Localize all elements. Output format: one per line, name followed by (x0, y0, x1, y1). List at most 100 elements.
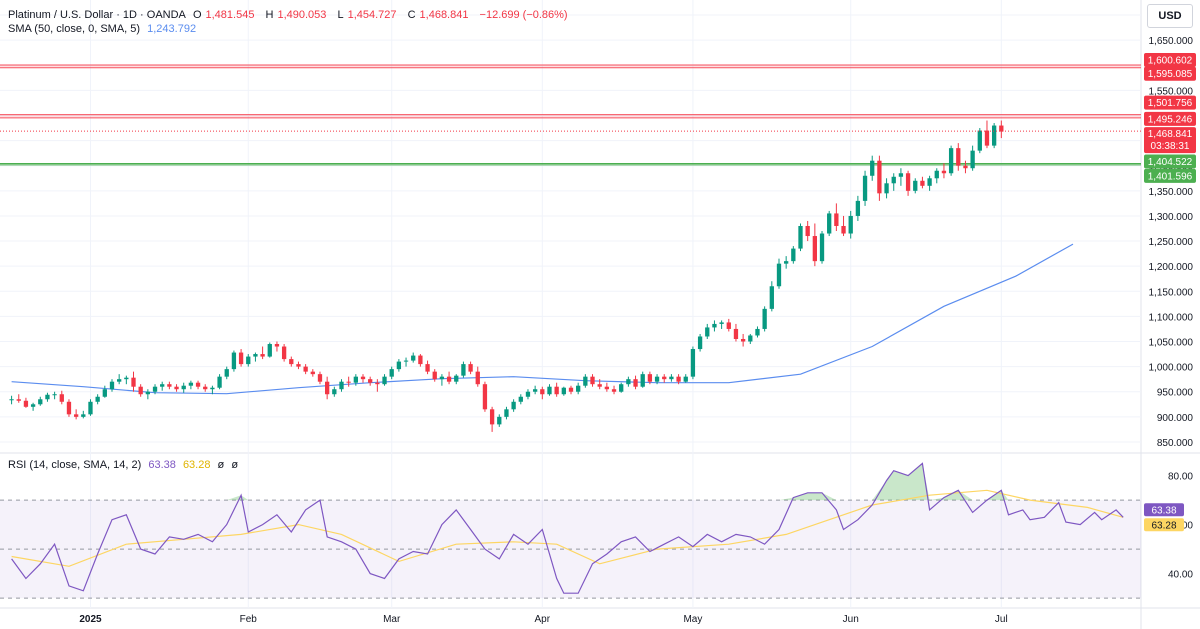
candle-body (66, 401, 72, 415)
candle-body (332, 389, 337, 395)
candle-body (461, 364, 466, 376)
symbol-title[interactable]: Platinum / U.S. Dollar · 1D · OANDA (8, 9, 186, 21)
candle-body (482, 384, 488, 410)
candle-body (956, 148, 961, 166)
level-tag-1404-bg (1144, 154, 1196, 169)
candle-body (403, 360, 409, 362)
sma-value: 1,243.792 (147, 23, 197, 35)
price-tick-label: 950.000 (1157, 388, 1194, 399)
price-tick-label: 1,550.000 (1149, 86, 1194, 97)
level-tag-1401-bg (1144, 168, 1196, 183)
candle-body (891, 176, 896, 184)
price-tick-label: 1,100.000 (1149, 312, 1194, 323)
candle-body (167, 384, 172, 387)
candle-body (73, 414, 79, 417)
candle-body (791, 248, 796, 262)
candle-body (238, 352, 244, 365)
candle-body (9, 399, 14, 401)
candle-body (38, 399, 43, 405)
low-value: L 1,454.727 (337, 9, 397, 21)
candle-body (855, 200, 861, 216)
candle-body (784, 261, 789, 264)
candle-body (554, 386, 559, 395)
candle-body (755, 328, 760, 336)
time-axis-label: Feb (240, 614, 258, 625)
candle-body (497, 416, 502, 425)
candle-body (683, 376, 688, 382)
level-tag-1600-bg (1144, 52, 1196, 67)
rsi-value-tag: 63.38 (1151, 505, 1176, 516)
currency-button[interactable]: USD (1147, 4, 1193, 28)
candle-body (310, 371, 315, 375)
rsi-ma-tag-bg (1144, 518, 1184, 532)
candle-body (870, 160, 875, 176)
candle-body (719, 322, 724, 324)
time-axis-label: 2025 (79, 614, 102, 625)
candle-body (454, 375, 459, 382)
rsi-extra-2: ø (231, 459, 239, 471)
candle-body (224, 369, 229, 377)
rsi-tick-label: 80.00 (1168, 472, 1193, 483)
candle-body (203, 386, 208, 390)
candle-body (102, 389, 107, 397)
candle-body (145, 391, 151, 395)
candle-body (963, 165, 968, 169)
candle-body (160, 384, 165, 387)
candle-body (970, 150, 975, 169)
candle-body (16, 399, 21, 401)
candle-body (353, 376, 358, 383)
candle-body (705, 327, 710, 337)
time-axis-label: Apr (535, 614, 551, 625)
candle-body (590, 376, 595, 385)
candle-body (281, 346, 287, 360)
candle-body (748, 335, 753, 342)
candle-body (396, 361, 402, 370)
resistance-zone-upper (0, 64, 1141, 68)
candle-body (109, 381, 115, 390)
candle-body (303, 366, 308, 372)
time-axis-label: May (683, 614, 702, 625)
candle-body (977, 130, 982, 151)
price-tick-label: 850.000 (1157, 438, 1194, 449)
candle-body (740, 338, 746, 342)
candle-body (690, 349, 696, 377)
candle-body (45, 394, 50, 400)
candle-body (504, 409, 509, 417)
candle-body (382, 376, 387, 385)
candle-body (267, 344, 272, 357)
candle-body (317, 374, 323, 382)
price-tick-label: 1,350.000 (1149, 187, 1194, 198)
candle-body (862, 175, 868, 201)
candle-body (246, 356, 251, 365)
candle-body (905, 173, 911, 191)
candle-body (805, 225, 810, 237)
candle-body (984, 130, 990, 146)
candle-body (411, 355, 416, 361)
candle-body (884, 183, 889, 194)
sma-legend[interactable]: SMA (50, close, 0, SMA, 5) 1,243.792 (8, 22, 200, 36)
level-tag-1401: 1,401.596 (1148, 171, 1193, 182)
candle-body (88, 401, 93, 415)
candle-body (23, 400, 29, 407)
candle-body (117, 379, 122, 382)
candle-body (647, 374, 653, 382)
rsi-ma-line (11, 489, 1124, 567)
candle-body (231, 352, 237, 370)
candle-body (210, 387, 215, 390)
candle-body (626, 379, 631, 385)
candle-body (274, 344, 280, 347)
candle-body (898, 173, 904, 177)
rsi-legend[interactable]: RSI (14, close, SMA, 14, 2) 63.38 63.28 … (8, 458, 242, 472)
price-tick-label: 1,200.000 (1149, 262, 1194, 273)
candle-body (81, 414, 86, 417)
candle-body (877, 160, 882, 194)
candle-body (217, 376, 222, 388)
candle-body (389, 369, 394, 377)
candle-body (676, 376, 681, 382)
level-tag-1404: 1,404.522 (1148, 157, 1193, 168)
change-value: −12.699 (−0.86%) (479, 9, 568, 21)
level-tag-1495-bg (1144, 111, 1196, 126)
candle-body (604, 386, 610, 390)
candle-body (948, 148, 954, 174)
